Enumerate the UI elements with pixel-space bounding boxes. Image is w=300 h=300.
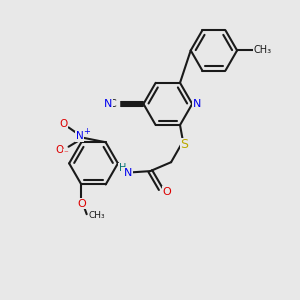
Text: CH₃: CH₃ xyxy=(253,45,272,56)
Text: N: N xyxy=(76,131,84,141)
Text: N: N xyxy=(103,99,112,109)
Text: +: + xyxy=(83,127,90,136)
Text: C: C xyxy=(108,99,116,109)
Text: N: N xyxy=(193,99,201,109)
Text: O: O xyxy=(59,119,67,129)
Text: O: O xyxy=(77,199,86,209)
Text: ⁻: ⁻ xyxy=(64,150,69,159)
Text: O: O xyxy=(162,187,171,197)
Text: H: H xyxy=(119,163,126,173)
Text: S: S xyxy=(181,139,188,152)
Text: N: N xyxy=(124,168,132,178)
Text: O: O xyxy=(56,145,64,155)
Text: CH₃: CH₃ xyxy=(89,211,105,220)
